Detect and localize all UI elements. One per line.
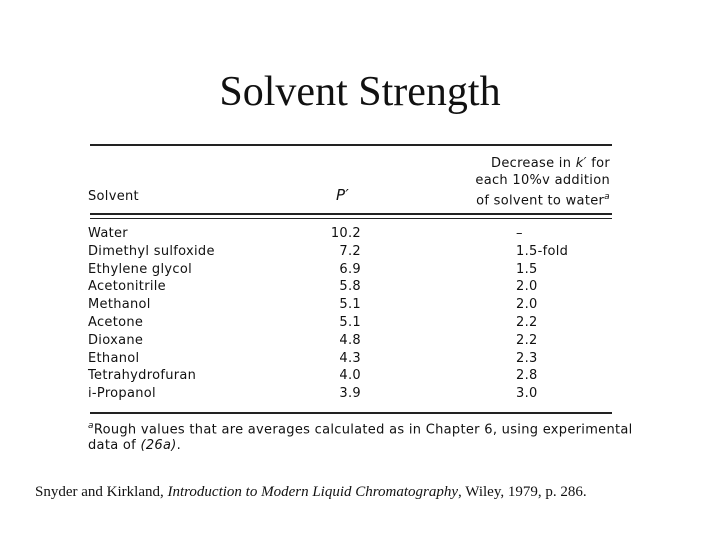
footnote-text: . [176,438,182,453]
solvent-name: Acetonitrile [88,279,166,295]
solvent-name: Dimethyl sulfoxide [88,243,215,259]
footnote-text: Rough values that are averages calculate… [93,422,633,438]
solvent-name: Water [88,226,128,241]
solvent-name: Ethylene glycol [88,261,192,277]
footnote-marker: a [604,192,610,202]
p-value: 4.3 [339,350,361,366]
decrease-value: – [516,226,523,241]
decrease-value: 2.2 [516,332,538,348]
p-value: 4.8 [339,332,361,348]
header-text: for [586,156,610,171]
decrease-value: 2.0 [516,279,538,295]
rule [90,218,612,219]
header-text: k′ [575,156,587,171]
footnote-ref: (26a) [140,438,177,453]
p-value: 5.1 [339,315,361,330]
header-line: each 10%v addition [475,172,610,189]
decrease-value: 2.3 [516,350,538,366]
p-value: 3.9 [339,386,361,402]
citation-book: Introduction to Modern Liquid Chromatogr… [167,484,459,500]
footnote: data of (26a). [88,438,181,453]
solvent-name: i-Propanol [88,386,156,402]
citation-text: Snyder and Kirkland, [35,484,168,500]
column-header: Decrease in k′ for each 10%v addition of s… [475,155,610,209]
p-value: 6.9 [339,261,361,277]
rule [90,412,612,414]
solvent-name: Dioxane [88,332,144,348]
solvent-name: Acetone [88,315,144,330]
citation-text: , Wiley, 1979, p. 286. [458,484,587,500]
solvent-name: Tetrahydrofuran [88,368,197,384]
solvent-name: Ethanol [88,350,140,366]
solvent-name: Methanol [88,297,151,313]
header-text: each 10%v addition [475,173,610,188]
rule [90,144,612,146]
p-value: 5.8 [339,279,361,295]
footnote: aRough values that are averages calculat… [88,421,633,437]
rule [90,213,612,215]
decrease-value: 2.2 [516,315,538,330]
slide-title: Solvent Strength [219,69,501,115]
header-line: Decrease in k′ for [475,155,610,172]
p-value: 10.2 [330,226,361,241]
decrease-value: 1.5-fold [516,243,569,259]
footnote-text: data of [88,438,141,453]
p-value: 7.2 [339,243,361,259]
column-header: Solvent [88,189,139,204]
column-header: P′ [336,186,350,204]
header-text: Decrease in [491,156,576,171]
decrease-value: 2.0 [516,297,538,313]
p-value: 5.1 [339,297,361,313]
decrease-value: 2.8 [516,368,538,384]
footnote-marker: a [88,421,94,431]
citation: Snyder and Kirkland, Introduction to Mod… [35,484,587,501]
header-line: of solvent to watera [475,189,610,209]
decrease-value: 3.0 [516,386,538,402]
p-value: 4.0 [339,368,361,384]
decrease-value: 1.5 [516,261,538,277]
header-text: of solvent to water [476,193,605,209]
